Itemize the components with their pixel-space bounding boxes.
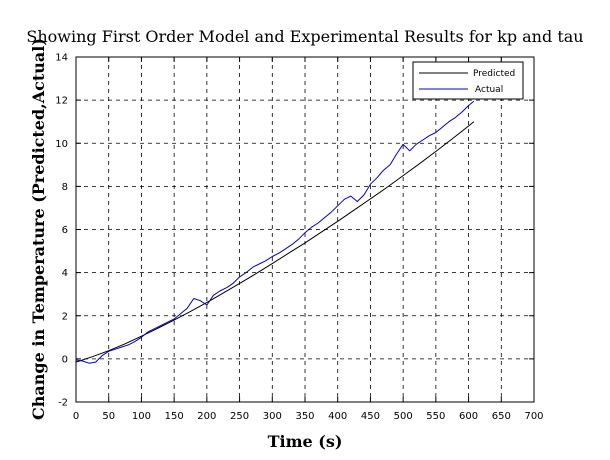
y-axis-label: Change in Temperature (Predicted,Actual) xyxy=(29,38,48,420)
x-tick-label: 600 xyxy=(459,411,478,422)
x-tick-label: 100 xyxy=(132,411,151,422)
x-tick-label: 650 xyxy=(492,411,511,422)
y-tick-label: 2 xyxy=(62,311,68,322)
legend-box xyxy=(412,61,524,100)
y-tick-label: 12 xyxy=(55,96,68,107)
series-line-actual xyxy=(75,100,475,364)
y-tick-label: 0 xyxy=(62,354,68,365)
y-tick-label: 8 xyxy=(62,182,68,193)
x-tick-label: 250 xyxy=(230,411,249,422)
x-tick-label: 50 xyxy=(102,411,115,422)
x-tick-label: 300 xyxy=(263,411,282,422)
y-tick-label: 14 xyxy=(55,53,68,64)
x-tick-label: 0 xyxy=(73,411,79,422)
x-tick-label: 700 xyxy=(524,411,543,422)
y-tick-label: 10 xyxy=(55,139,68,150)
x-tick-label: 450 xyxy=(361,411,380,422)
y-tick-label: 4 xyxy=(62,268,68,279)
x-tick-label: 200 xyxy=(197,411,216,422)
legend-label-actual: Actual xyxy=(475,85,503,95)
x-tick-labels: 0 50 100 150 200 250 300 350 400 450 500 550 600 650 7… xyxy=(73,411,544,422)
x-tick-label: 150 xyxy=(165,411,184,422)
legend-label-predicted: Predicted xyxy=(473,69,515,79)
axis-ticks xyxy=(75,56,535,403)
grid-lines xyxy=(76,57,534,402)
x-tick-label: 500 xyxy=(394,411,413,422)
x-tick-label: 550 xyxy=(426,411,445,422)
legend: Predicted Actual xyxy=(412,61,524,100)
x-tick-label: 400 xyxy=(328,411,347,422)
y-tick-labels: -2 0 2 4 6 8 10 12 14 xyxy=(55,53,68,409)
x-axis-label: Time (s) xyxy=(268,432,343,451)
y-tick-label: -2 xyxy=(58,398,68,409)
chart-title: Showing First Order Model and Experiment… xyxy=(26,27,583,46)
series-layer xyxy=(75,100,475,364)
y-tick-label: 6 xyxy=(62,225,68,236)
x-tick-label: 350 xyxy=(295,411,314,422)
